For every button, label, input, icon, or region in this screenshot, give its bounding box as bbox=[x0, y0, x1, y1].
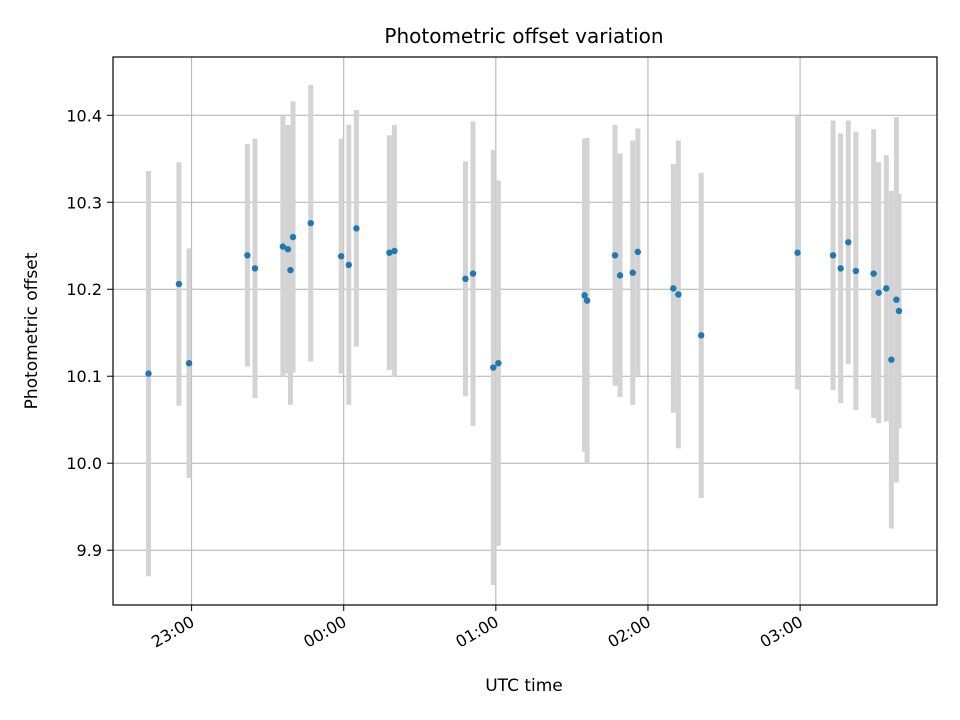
data-point bbox=[386, 249, 393, 256]
data-point bbox=[875, 289, 882, 296]
data-point bbox=[345, 261, 352, 269]
data-point bbox=[845, 239, 852, 246]
data-point bbox=[698, 332, 705, 339]
data-point bbox=[307, 219, 314, 227]
data-point bbox=[852, 267, 860, 275]
data-point bbox=[883, 285, 890, 292]
grid bbox=[113, 57, 937, 605]
data-point bbox=[611, 252, 619, 259]
data-point bbox=[675, 291, 682, 298]
data-point bbox=[634, 248, 642, 256]
data-point bbox=[893, 296, 900, 303]
data-points bbox=[145, 219, 903, 377]
data-point bbox=[581, 292, 588, 299]
y-tick-label: 10.2 bbox=[66, 280, 102, 299]
data-point bbox=[469, 270, 477, 277]
data-point bbox=[870, 270, 877, 277]
data-point bbox=[794, 249, 801, 256]
data-point bbox=[629, 269, 636, 276]
data-point bbox=[287, 266, 294, 274]
y-tick-label: 10.3 bbox=[66, 193, 102, 212]
data-point bbox=[888, 356, 895, 363]
data-point bbox=[353, 225, 360, 232]
data-point bbox=[284, 246, 292, 253]
y-tick-label: 10.4 bbox=[66, 106, 102, 125]
plot-frame bbox=[112, 56, 938, 606]
data-point bbox=[337, 252, 345, 260]
data-point bbox=[185, 359, 193, 367]
data-point bbox=[829, 252, 837, 259]
y-tick-label: 9.9 bbox=[77, 541, 102, 560]
x-axis-label: UTC time bbox=[485, 676, 563, 696]
data-point bbox=[251, 265, 259, 272]
y-tick-label: 10.0 bbox=[66, 454, 102, 473]
data-point bbox=[289, 233, 297, 241]
data-point bbox=[244, 252, 251, 259]
chart-title: Photometric offset variation bbox=[384, 24, 663, 48]
y-axis-label: Photometric offset bbox=[22, 252, 42, 409]
data-point bbox=[895, 307, 903, 315]
data-point bbox=[670, 285, 677, 292]
data-point bbox=[490, 364, 497, 371]
data-point bbox=[145, 370, 152, 377]
data-point bbox=[583, 297, 591, 304]
data-point bbox=[462, 275, 469, 283]
data-point bbox=[616, 272, 624, 279]
data-point bbox=[495, 359, 502, 367]
data-point bbox=[391, 247, 398, 255]
y-tick-label: 10.1 bbox=[66, 367, 102, 386]
data-point bbox=[279, 243, 287, 250]
data-point bbox=[175, 280, 183, 288]
data-point bbox=[837, 265, 844, 272]
